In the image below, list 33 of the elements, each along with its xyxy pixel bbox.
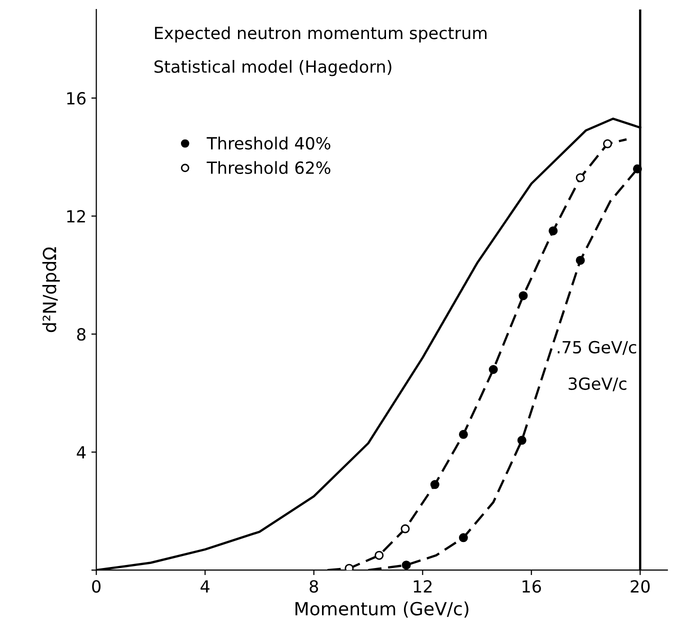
point: [518, 291, 528, 300]
point: [488, 364, 498, 374]
point: [344, 564, 354, 570]
point: [576, 256, 585, 265]
point: [458, 430, 468, 439]
x-tick-label: 0: [92, 580, 101, 593]
annotation: .75 GeV/c: [558, 340, 636, 355]
point: [402, 560, 411, 570]
point: [576, 173, 585, 182]
point: [603, 139, 612, 148]
x-tick-label: 4: [200, 580, 210, 592]
x-tick-label: 12: [414, 580, 432, 592]
x-axis-title: Momentum (GeV/c): [296, 602, 468, 618]
annotation: 3GeV/c: [568, 377, 626, 392]
x-tick-label: 16: [522, 580, 541, 593]
x-tick-label: 20: [630, 580, 650, 593]
y-axis-title: d²N/dpdΩ: [42, 247, 60, 332]
y-tick-label: 8: [77, 328, 86, 341]
y-tick-label: 16: [67, 92, 86, 105]
legend-label: Threshold 62%: [206, 161, 330, 174]
point: [458, 533, 468, 542]
point: [430, 480, 440, 490]
point: [400, 524, 410, 534]
point: [517, 436, 526, 445]
point: [374, 550, 384, 560]
y-tick-label: 4: [76, 446, 86, 458]
y-tick-label: 12: [67, 210, 85, 222]
point: [632, 164, 642, 174]
legend-label: Threshold 40%: [206, 136, 330, 150]
text: Expected neutron momentum spectrum: [155, 26, 486, 42]
point: [548, 226, 558, 236]
x-tick-label: 8: [310, 580, 318, 593]
text: Statistical model (Hagedorn): [154, 60, 392, 76]
